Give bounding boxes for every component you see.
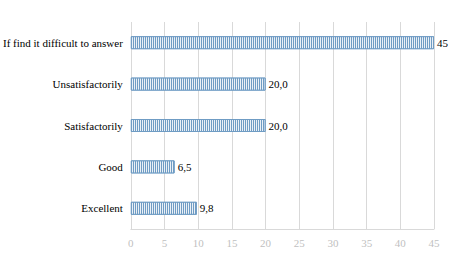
svg-text:40: 40	[395, 237, 407, 249]
svg-text:45: 45	[437, 37, 449, 49]
svg-text:35: 35	[361, 237, 373, 249]
svg-text:10: 10	[193, 237, 205, 249]
svg-text:25: 25	[294, 237, 306, 249]
svg-text:Excellent: Excellent	[81, 202, 123, 214]
svg-text:5: 5	[162, 237, 168, 249]
svg-text:20,0: 20,0	[269, 78, 289, 90]
svg-text:Good: Good	[98, 161, 123, 173]
svg-text:9,8: 9,8	[200, 202, 214, 214]
svg-text:15: 15	[226, 237, 238, 249]
svg-text:Unsatisfactorily: Unsatisfactorily	[53, 78, 124, 90]
svg-text:Satisfactorily: Satisfactorily	[64, 120, 123, 132]
svg-text:45: 45	[429, 237, 441, 249]
svg-text:6,5: 6,5	[178, 161, 192, 173]
svg-text:30: 30	[327, 237, 339, 249]
svg-text:If find it difficult to answer: If find it difficult to answer	[3, 37, 123, 49]
svg-text:20,0: 20,0	[269, 120, 289, 132]
svg-text:0: 0	[128, 237, 134, 249]
svg-text:20: 20	[260, 237, 272, 249]
